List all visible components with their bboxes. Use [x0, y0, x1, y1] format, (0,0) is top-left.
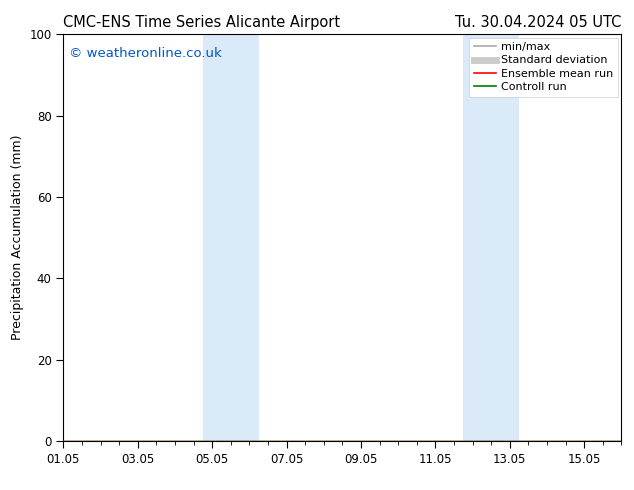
Text: CMC-ENS Time Series Alicante Airport: CMC-ENS Time Series Alicante Airport	[63, 15, 340, 30]
Text: Tu. 30.04.2024 05 UTC: Tu. 30.04.2024 05 UTC	[455, 15, 621, 30]
Y-axis label: Precipitation Accumulation (mm): Precipitation Accumulation (mm)	[11, 135, 24, 341]
Bar	[463, 34, 519, 441]
Bar	[203, 34, 259, 441]
Legend: min/max, Standard deviation, Ensemble mean run, Controll run: min/max, Standard deviation, Ensemble me…	[469, 38, 618, 97]
Text: © weatheronline.co.uk: © weatheronline.co.uk	[69, 47, 222, 59]
